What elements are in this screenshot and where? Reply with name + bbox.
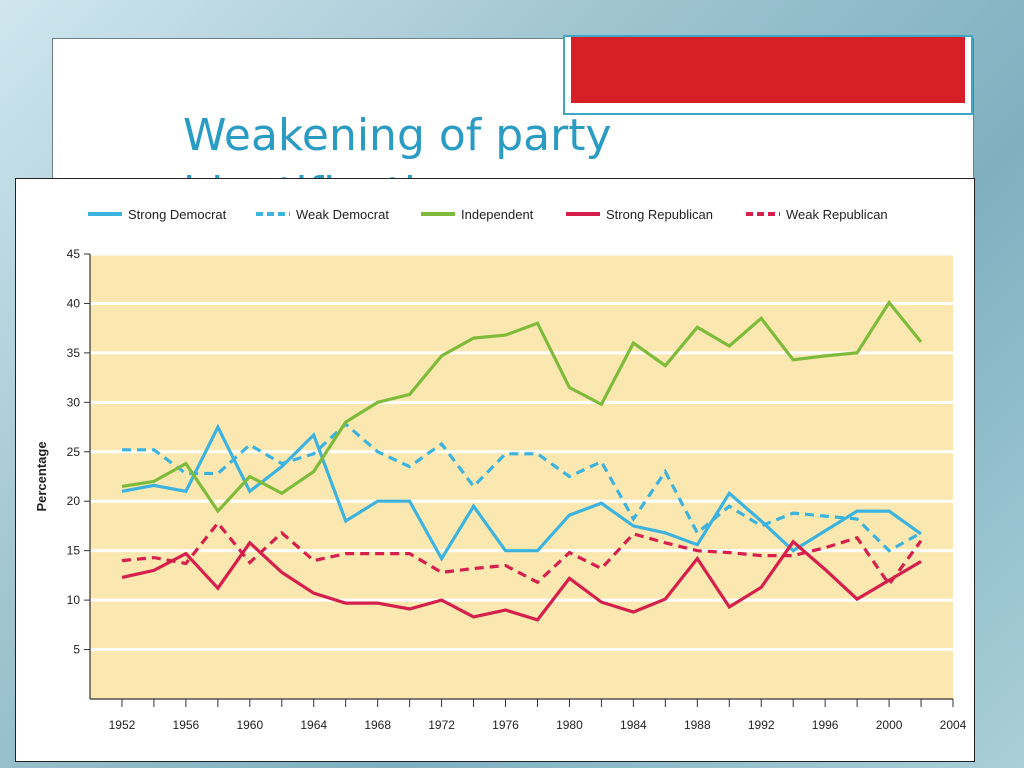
- x-tick-label: 1964: [300, 718, 327, 732]
- x-tick-label: 1952: [109, 718, 136, 732]
- x-tick-label: 1980: [556, 718, 583, 732]
- series-line-weak-republican: [121, 520, 923, 588]
- legend-label-weak-republican: Weak Republican: [786, 207, 888, 222]
- x-tick-label: 1968: [364, 718, 391, 732]
- y-tick-label: 45: [67, 247, 81, 261]
- x-tick-label: 1992: [748, 718, 775, 732]
- line-chart: 5 10 15 20 25 30 35 40 45 1952 1956 1960 1964 1968 197…: [34, 207, 967, 732]
- series-line-independent: [121, 299, 923, 514]
- legend-label-weak-democrat: Weak Democrat: [296, 207, 389, 222]
- series-line-strong-democrat: [121, 423, 922, 562]
- x-tick-label: 1960: [236, 718, 263, 732]
- y-tick-label: 30: [67, 395, 81, 409]
- y-tick-label: 25: [67, 445, 81, 459]
- legend-label-strong-republican: Strong Republican: [606, 207, 713, 222]
- legend-label-independent: Independent: [461, 207, 534, 222]
- legend-label-strong-democrat: Strong Democrat: [128, 207, 227, 222]
- y-tick-label: 10: [67, 593, 81, 607]
- accent-banner: [563, 35, 973, 115]
- y-tick-label: 20: [67, 494, 81, 508]
- x-tick-label: 2000: [876, 718, 903, 732]
- series-line-weak-democrat: [122, 421, 922, 553]
- x-tick-label: 1996: [812, 718, 839, 732]
- x-tick-label: 1976: [492, 718, 519, 732]
- x-tick-label: 1972: [428, 718, 455, 732]
- series-line-strong-republican: [121, 539, 922, 622]
- y-tick-label: 5: [73, 643, 80, 657]
- y-tick-label: 40: [67, 296, 81, 310]
- x-tick-label: 2004: [940, 718, 967, 732]
- x-tick-label: 1984: [620, 718, 647, 732]
- y-tick-label: 15: [67, 544, 81, 558]
- y-tick-label: 35: [67, 346, 81, 360]
- accent-banner-fill: [571, 37, 965, 103]
- x-tick-label: 1956: [173, 718, 200, 732]
- y-axis-label: Percentage: [34, 441, 49, 511]
- chart-container: 5 10 15 20 25 30 35 40 45 1952 1956 1960 1964 1968 197…: [15, 178, 975, 762]
- x-tick-label: 1988: [684, 718, 711, 732]
- plot-area: [90, 254, 953, 699]
